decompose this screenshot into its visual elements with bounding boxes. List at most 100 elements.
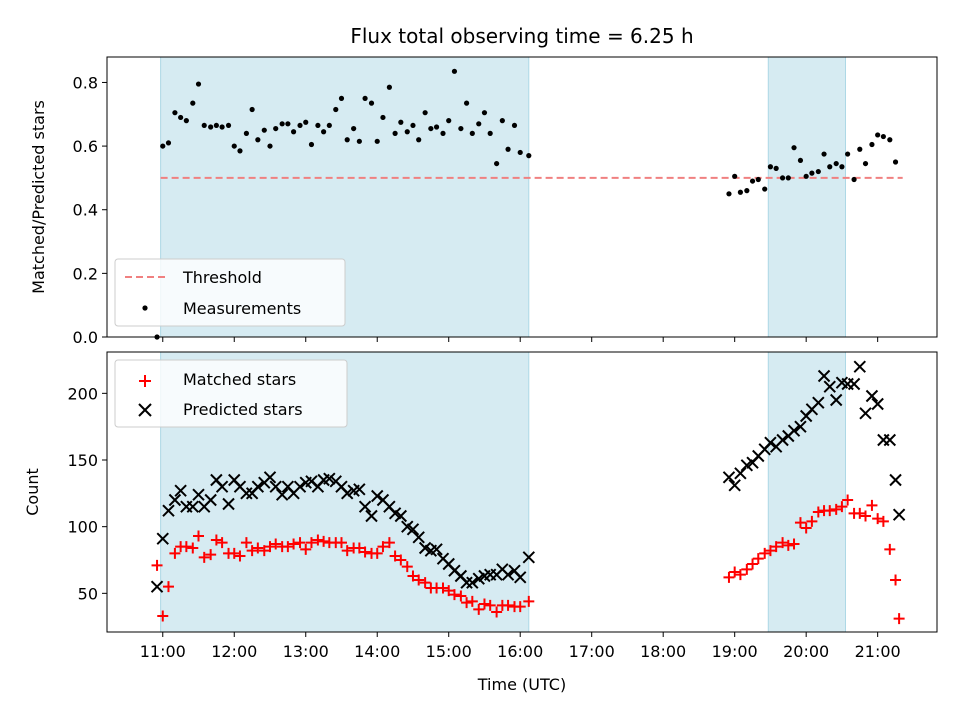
matched-stars-point [455, 590, 467, 602]
matched-stars-point [312, 534, 324, 546]
matched-stars-point [723, 571, 735, 583]
matched-stars-point [294, 537, 306, 549]
matched-stars-point [180, 541, 192, 553]
measurements-point [273, 125, 279, 132]
measurements-point [862, 160, 869, 167]
predicted-stars-point [501, 568, 515, 581]
predicted-stars-point [251, 480, 265, 493]
y-tick-label: 0.4 [73, 201, 98, 220]
x-tick-label: 11:00 [140, 642, 186, 661]
count-y-axis-label: Count [23, 468, 42, 516]
count-legend: Matched stars Predicted stars [114, 359, 348, 428]
predicted-stars-point [764, 436, 777, 449]
measurements-point [243, 130, 250, 136]
measurements-point [183, 118, 189, 124]
matched-stars-point [246, 545, 258, 557]
matched-stars-point [836, 501, 848, 513]
measurements-point [386, 84, 392, 90]
count-x-ticks: 11:00 12:00 13:00 14:00 15:00 16:00 17:00 18:00… [140, 632, 901, 661]
x-tick-label: 17:00 [569, 642, 615, 661]
predicted-stars-point [871, 397, 884, 411]
predicted-stars-point [460, 576, 473, 589]
matched-stars-point [282, 541, 294, 553]
x-tick-label: 13:00 [283, 642, 329, 661]
predicted-stars-point [823, 380, 836, 393]
matched-stars-point [258, 545, 270, 557]
predicted-stars-point [192, 488, 205, 501]
matched-stars-point [890, 574, 902, 586]
measurements-point [809, 170, 815, 176]
measurements-point [422, 110, 428, 116]
measurements-point [481, 110, 488, 116]
measurements-point [190, 100, 196, 106]
matched-stars-point [747, 558, 759, 570]
measurements-point [851, 176, 857, 183]
matched-stars-point [800, 522, 812, 534]
matched-stars-point [407, 570, 419, 582]
predicted-stars-point [522, 551, 535, 564]
legend-matched-swatch [139, 375, 151, 387]
matched-stars-point [187, 542, 199, 554]
count-panel: 11:00 12:00 13:00 14:00 15:00 16:00 17:00 18:00… [23, 351, 938, 661]
measurements-point [773, 165, 779, 171]
predicted-stars-point [186, 500, 199, 513]
measurements-point [762, 186, 768, 192]
x-tick-label: 21:00 [855, 642, 901, 661]
matched-stars-point [353, 542, 365, 554]
measurements-point [797, 157, 804, 164]
matched-stars-point [252, 542, 264, 554]
measurements-point [505, 146, 511, 152]
predicted-stars-point [240, 487, 253, 500]
count-y-ticks: 50 100 150 200 [67, 384, 107, 603]
measurements-point [303, 119, 309, 125]
measurements-point [469, 130, 475, 136]
predicted-stars-point [269, 480, 282, 493]
matched-stars-point [377, 541, 389, 553]
measurements-point [404, 129, 410, 135]
matched-stars-point [473, 603, 485, 615]
measurements-point [333, 106, 339, 113]
measurements-point [791, 145, 797, 151]
predicted-stars-point [358, 500, 372, 513]
measurements-point [458, 125, 464, 132]
measurements-point [338, 95, 345, 101]
predicted-stars-point [776, 433, 789, 447]
matched-stars-point [205, 549, 217, 561]
predicted-stars-point [430, 543, 443, 556]
matched-stars-point [734, 569, 746, 581]
measurements-point [351, 125, 357, 132]
matched-stars-point [884, 543, 896, 555]
measurements-point [172, 110, 178, 116]
measurements-point [833, 160, 839, 167]
count-legend-box [114, 359, 348, 428]
matched-stars-point [448, 589, 460, 601]
measurements-point [321, 129, 327, 135]
measurements-point [255, 137, 261, 143]
measurements-point [499, 118, 505, 124]
measurements-point [279, 121, 285, 127]
matched-stars-point [788, 538, 800, 550]
legend-matched-label: Matched stars [183, 370, 296, 389]
predicted-stars-point [853, 360, 866, 373]
matched-stars-point [401, 561, 413, 573]
measurements-point [344, 137, 350, 143]
matched-stars-point [157, 610, 169, 622]
predicted-stars-point [794, 420, 807, 433]
measurements-point [875, 132, 881, 138]
predicted-stars-point [150, 580, 164, 593]
measurements-point [374, 138, 380, 144]
matched-stars-point [514, 601, 526, 613]
matched-stars-point [484, 599, 496, 611]
predicted-stars-point [174, 484, 187, 497]
measurements-point [511, 122, 518, 129]
predicted-stars-point [859, 407, 872, 420]
measurements-point [726, 191, 732, 197]
measurements-point [749, 178, 756, 184]
measurements-point [839, 164, 845, 170]
predicted-stars-point [293, 480, 307, 493]
matched-stars-point [443, 585, 455, 597]
measurements-point [857, 146, 863, 152]
ratio-x-ticks [162, 337, 879, 342]
predicted-stars-point [204, 493, 217, 507]
